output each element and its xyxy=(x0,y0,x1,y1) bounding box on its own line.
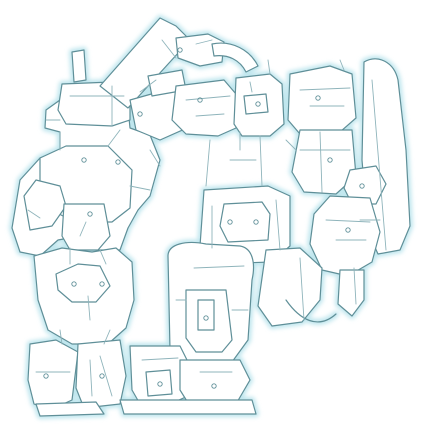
bolt-2 xyxy=(87,211,93,217)
bolt-6 xyxy=(255,101,261,107)
right-forearm xyxy=(309,195,381,277)
bolt-12 xyxy=(253,219,259,225)
detail-line-29 xyxy=(193,265,245,269)
bolt-11 xyxy=(227,219,233,225)
detail-line-14 xyxy=(195,39,213,45)
bolt-0 xyxy=(81,157,87,163)
bolt-4 xyxy=(99,281,105,287)
detail-line-17 xyxy=(249,81,253,93)
detail-line-18 xyxy=(299,87,351,91)
detail-line-16 xyxy=(195,113,225,117)
detail-line-44 xyxy=(205,139,211,187)
detail-line-13 xyxy=(139,79,157,93)
left-foot-front xyxy=(27,339,79,411)
left-foot-sole xyxy=(35,401,105,417)
detail-line-39 xyxy=(353,267,357,305)
shoulder-antenna xyxy=(71,49,87,83)
detail-line-41 xyxy=(267,59,271,75)
right-shoulder-block xyxy=(287,65,357,135)
right-upper-arm xyxy=(291,129,357,195)
detail-line-1 xyxy=(107,129,121,147)
detail-line-12 xyxy=(161,39,177,59)
head-hose xyxy=(211,42,259,73)
bolt-19 xyxy=(177,47,183,53)
detail-line-7 xyxy=(103,329,111,345)
mechanical-detail-lines xyxy=(27,39,387,397)
detail-line-21 xyxy=(319,131,323,193)
bolt-14 xyxy=(157,381,163,387)
detail-line-32 xyxy=(141,357,179,361)
base-plate xyxy=(119,399,257,415)
right-foot xyxy=(179,359,251,407)
detail-line-40 xyxy=(339,59,345,71)
detail-line-27 xyxy=(275,199,281,251)
bolt-16 xyxy=(43,373,49,379)
head-top-block xyxy=(175,33,225,67)
bolt-9 xyxy=(359,183,365,189)
detail-line-36 xyxy=(149,149,161,167)
detail-line-5 xyxy=(99,249,107,265)
detail-line-6 xyxy=(59,329,63,345)
center-foot-slot xyxy=(145,369,173,397)
bolt-18 xyxy=(137,111,143,117)
detail-line-28 xyxy=(299,257,305,321)
head-face-block xyxy=(171,79,237,137)
detail-line-37 xyxy=(129,185,151,191)
detail-line-38 xyxy=(27,209,41,219)
right-hand xyxy=(337,269,365,317)
bolt-5 xyxy=(197,97,203,103)
detail-line-8 xyxy=(89,359,93,397)
right-elbow-joint xyxy=(343,165,387,205)
bolt-3 xyxy=(71,281,77,287)
robot-body-outline xyxy=(11,17,411,417)
detail-line-24 xyxy=(325,219,371,223)
bolt-8 xyxy=(327,157,333,163)
bolt-1 xyxy=(115,159,121,165)
detail-line-15 xyxy=(185,95,231,101)
detail-line-35 xyxy=(87,295,91,321)
bolt-17 xyxy=(99,373,105,379)
detail-line-9 xyxy=(99,355,113,397)
bolt-10 xyxy=(345,227,351,233)
knee-cable xyxy=(285,299,337,323)
knee-plate xyxy=(55,263,111,303)
center-leg-slot xyxy=(197,299,215,331)
detail-line-22 xyxy=(371,79,387,251)
detail-line-3 xyxy=(79,221,87,237)
detail-line-46 xyxy=(285,139,297,151)
shoulder-cannon xyxy=(99,17,191,109)
bolt-13 xyxy=(203,315,209,321)
bolt-15 xyxy=(211,383,217,389)
abdomen-block xyxy=(61,203,111,251)
detail-line-45 xyxy=(259,135,263,187)
hip-core xyxy=(219,201,271,243)
right-thigh xyxy=(257,247,323,327)
bolt-7 xyxy=(315,95,321,101)
